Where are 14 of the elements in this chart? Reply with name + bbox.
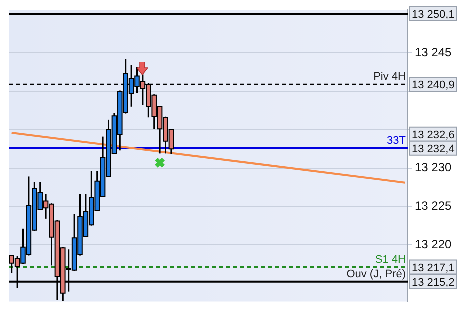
y-tick-label: 13 225 [415, 198, 452, 213]
y-tick-label: 13 230 [415, 160, 452, 175]
text: 13 232,4 [412, 143, 455, 156]
text: 13 240,9 [412, 80, 455, 92]
ref-line-label: Ouv (J, Pré) [346, 268, 406, 280]
text: 13 232,6 [412, 129, 455, 142]
text: 13 217,1 [412, 262, 455, 274]
y-tick-label: 13 245 [415, 45, 452, 60]
ref-line-label: S1 4H [375, 254, 406, 266]
y-tick-label: 13 220 [415, 237, 452, 252]
text: 13 215,2 [412, 276, 455, 289]
ref-line-label: Piv 4H [374, 71, 406, 84]
ref-line-label: 33T [387, 134, 406, 147]
text: 13 250,1 [412, 9, 455, 22]
